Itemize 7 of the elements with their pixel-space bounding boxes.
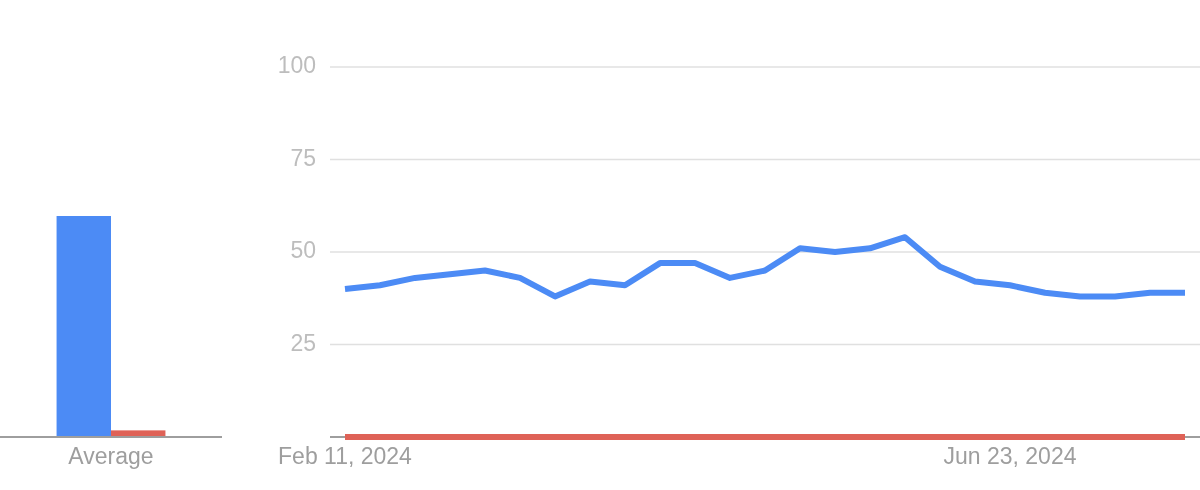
y-tick-label: 75	[290, 144, 316, 171]
y-tick-label: 25	[290, 329, 316, 356]
y-tick-label: 50	[290, 237, 316, 264]
y-tick-label: 100	[277, 52, 316, 79]
x-tick-label: Jun 23, 2024	[943, 443, 1077, 469]
x-tick-label: Feb 11, 2024	[278, 443, 413, 469]
x-tick-label: Average	[68, 443, 154, 469]
